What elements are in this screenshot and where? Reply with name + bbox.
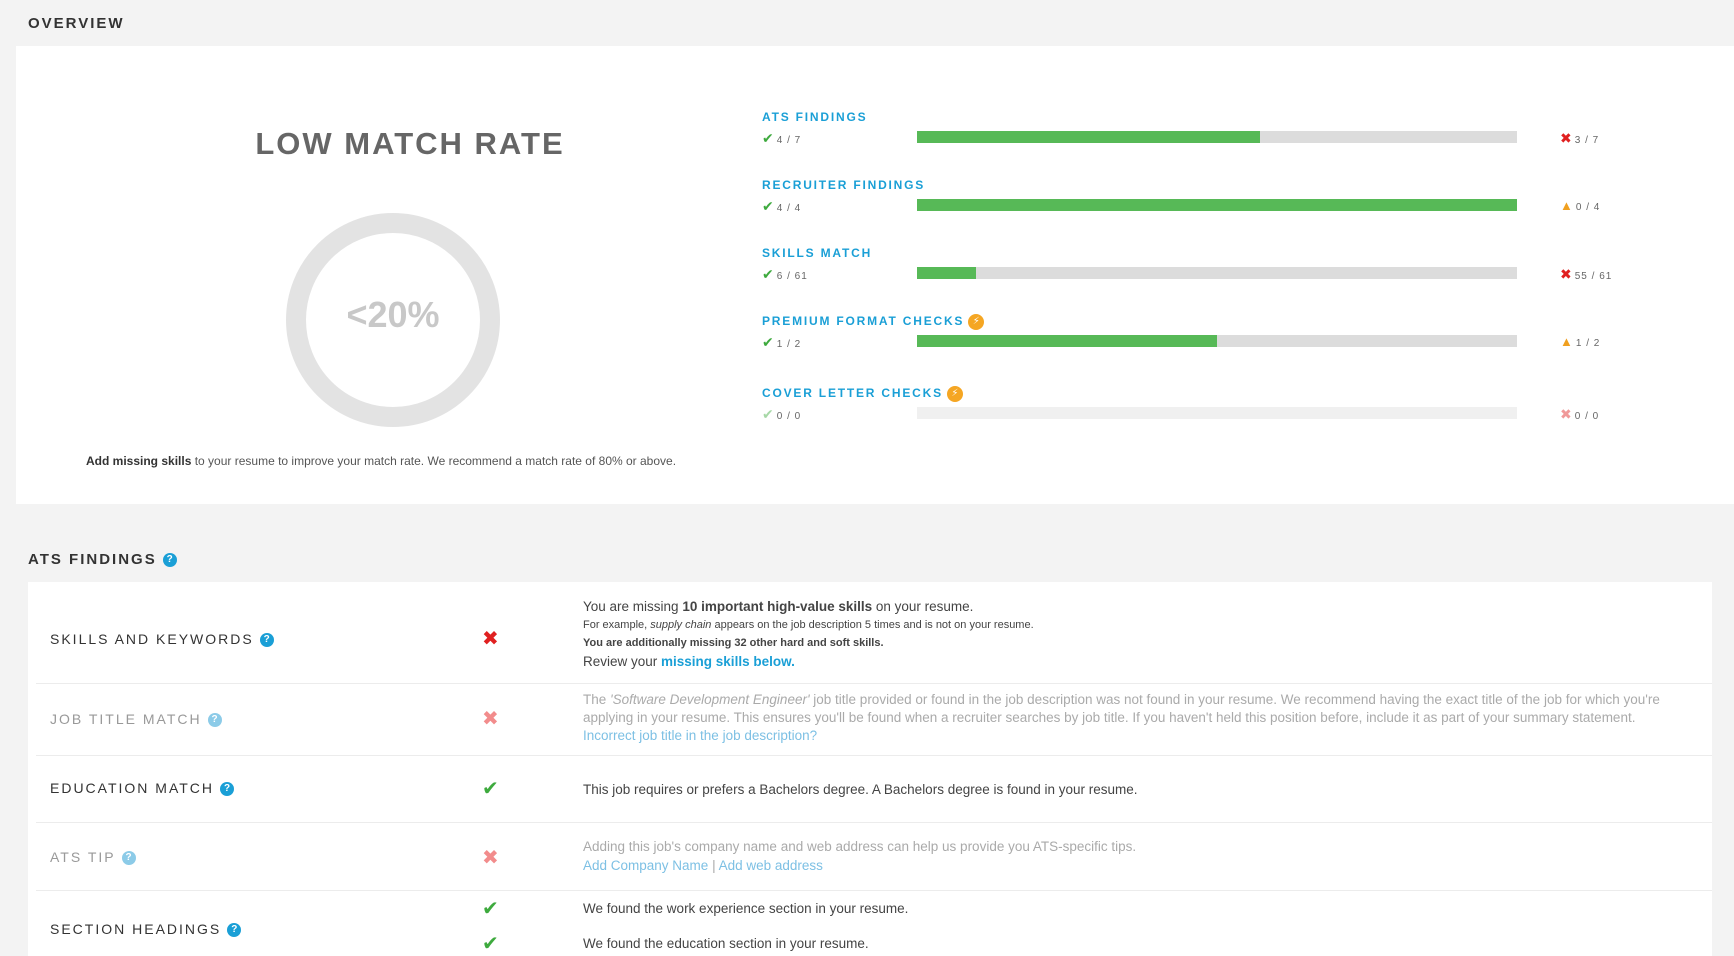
x-icon: ✖: [1560, 266, 1573, 282]
warning-icon: ▲: [1560, 198, 1574, 213]
metric-passed: ✔ 4 / 7: [762, 130, 802, 146]
check-icon: ✔: [482, 933, 499, 955]
metric-label[interactable]: SKILLS MATCH: [762, 246, 873, 260]
metric-cover-letter-checks[interactable]: COVER LETTER CHECKS ⚡ ✔ 0 / 0 ✖ 0 / 0: [762, 386, 1662, 436]
x-icon: ✖: [482, 628, 499, 650]
missing-skills-link[interactable]: missing skills below.: [661, 654, 795, 669]
metric-failed: ✖ 3 / 7: [1560, 130, 1600, 146]
metric-failed: ✖ 55 / 61: [1560, 266, 1613, 282]
check-icon: ✔: [762, 198, 775, 214]
metric-premium-format-checks[interactable]: PREMIUM FORMAT CHECKS ⚡ ✔ 1 / 2 ▲ 1 / 2: [762, 314, 1662, 364]
metric-ats-findings[interactable]: ATS FINDINGS ✔ 4 / 7 ✖ 3 / 7: [762, 110, 1662, 160]
row-label: EDUCATION MATCH?: [50, 780, 235, 797]
row-label: JOB TITLE MATCH?: [50, 711, 222, 728]
overview-card: LOW MATCH RATE <20% Add missing skills t…: [16, 46, 1734, 504]
row-label: SECTION HEADINGS?: [50, 921, 242, 938]
row-text: The 'Software Development Engineer' job …: [583, 692, 1660, 743]
metric-bar: [917, 267, 1517, 279]
warning-icon: ▲: [1560, 334, 1574, 349]
help-icon[interactable]: ?: [220, 782, 235, 797]
check-icon: ✔: [762, 406, 775, 422]
ats-row-job-title-match: JOB TITLE MATCH? ✖ The 'Software Develop…: [36, 684, 1712, 756]
x-icon: ✖: [482, 847, 499, 869]
check-icon: ✔: [762, 334, 775, 350]
incorrect-job-title-link[interactable]: Incorrect job title in the job descripti…: [583, 728, 818, 743]
help-icon[interactable]: ?: [121, 851, 136, 866]
metric-bar-fill: [917, 267, 976, 279]
row-text: Adding this job's company name and web a…: [583, 839, 1137, 873]
metric-label[interactable]: PREMIUM FORMAT CHECKS ⚡: [762, 314, 985, 330]
overview-header: OVERVIEW: [0, 0, 1734, 46]
metric-warnings: ▲ 1 / 2: [1560, 334, 1601, 349]
hint-bold-text: Add missing skills: [86, 454, 192, 468]
metric-bar: [917, 199, 1517, 211]
metric-bar-fill: [917, 335, 1217, 347]
metric-label[interactable]: COVER LETTER CHECKS ⚡: [762, 386, 963, 402]
hint-text: to your resume to improve your match rat…: [191, 454, 677, 468]
metric-passed: ✔ 1 / 2: [762, 334, 802, 350]
row-label: ATS TIP?: [50, 849, 136, 866]
metric-bar: [917, 131, 1517, 143]
help-icon[interactable]: ?: [162, 553, 177, 568]
bolt-icon: ⚡: [946, 386, 963, 402]
ats-findings-title: ATS FINDINGS?: [28, 551, 177, 568]
x-icon: ✖: [1560, 406, 1573, 422]
check-icon: ✔: [762, 266, 775, 282]
match-rate-title: LOW MATCH RATE: [255, 126, 565, 161]
check-icon: ✔: [482, 898, 499, 920]
ats-row-section-headings: SECTION HEADINGS? ✔ ✔ We found the work …: [36, 891, 1712, 956]
metric-failed: ✖ 0 / 0: [1560, 406, 1600, 422]
row-label: SKILLS AND KEYWORDS?: [50, 631, 274, 648]
overview-title: OVERVIEW: [28, 15, 125, 32]
metric-passed: ✔ 4 / 4: [762, 198, 802, 214]
metric-skills-match[interactable]: SKILLS MATCH ✔ 6 / 61 ✖ 55 / 61: [762, 246, 1662, 296]
add-company-name-link[interactable]: Add Company Name: [583, 858, 709, 873]
bolt-icon: ⚡: [968, 314, 985, 330]
metric-recruiter-findings[interactable]: RECRUITER FINDINGS ✔ 4 / 4 ▲ 0 / 4: [762, 178, 1662, 228]
ats-row-skills-keywords: SKILLS AND KEYWORDS? ✖ You are missing 1…: [36, 592, 1712, 684]
help-icon[interactable]: ?: [227, 923, 242, 938]
metric-passed: ✔ 0 / 0: [762, 406, 802, 422]
row-text: You are missing 10 important high-value …: [583, 599, 1034, 669]
check-icon: ✔: [762, 130, 775, 146]
ats-findings-card: SKILLS AND KEYWORDS? ✖ You are missing 1…: [28, 582, 1712, 956]
x-icon: ✖: [482, 708, 499, 730]
metric-passed: ✔ 6 / 61: [762, 266, 808, 282]
metric-bar-fill: [917, 131, 1260, 143]
metric-label[interactable]: RECRUITER FINDINGS: [762, 178, 926, 192]
row-text: We found the work experience section in …: [583, 901, 909, 916]
ats-row-education-match: EDUCATION MATCH? ✔ This job requires or …: [36, 756, 1712, 823]
help-icon[interactable]: ?: [259, 633, 274, 648]
x-icon: ✖: [1560, 130, 1573, 146]
add-web-address-link[interactable]: Add web address: [718, 858, 823, 873]
check-icon: ✔: [482, 778, 499, 800]
metric-label[interactable]: ATS FINDINGS: [762, 110, 868, 124]
match-rate-hint: Add missing skills to your resume to imp…: [86, 454, 726, 468]
metric-warnings: ▲ 0 / 4: [1560, 198, 1601, 213]
match-rate-value: <20%: [346, 294, 440, 335]
row-text: This job requires or prefers a Bachelors…: [583, 782, 1138, 797]
metric-bar: [917, 335, 1517, 347]
metric-bar: [917, 407, 1517, 419]
metric-bar-fill: [917, 199, 1517, 211]
ats-row-ats-tip: ATS TIP? ✖ Adding this job's company nam…: [36, 823, 1712, 891]
row-text: We found the education section in your r…: [583, 936, 869, 951]
help-icon[interactable]: ?: [207, 713, 222, 728]
